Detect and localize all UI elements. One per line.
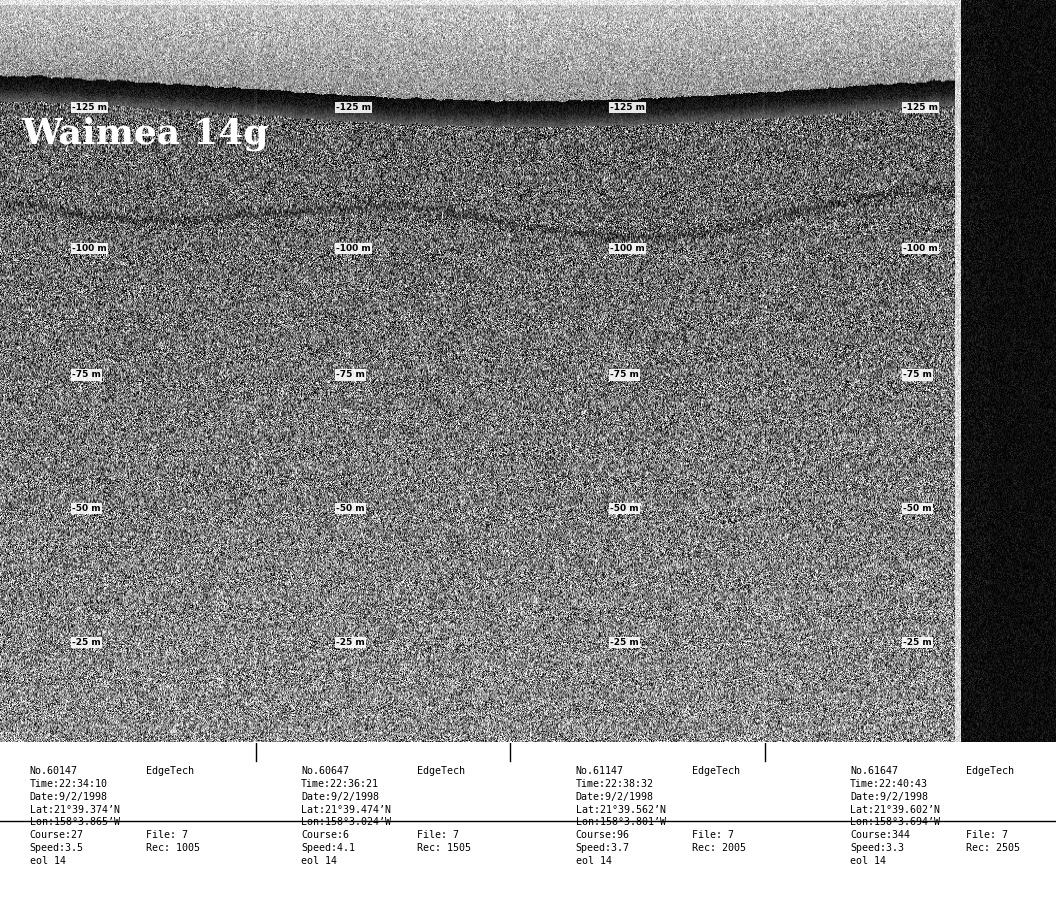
Text: -50 m: -50 m bbox=[903, 504, 931, 513]
Text: -25 m: -25 m bbox=[903, 638, 931, 647]
Text: -50 m: -50 m bbox=[72, 504, 100, 513]
Text: EdgeTech




File: 7
Rec: 2505: EdgeTech File: 7 Rec: 2505 bbox=[966, 766, 1020, 853]
Text: No.60647
Time:22:36:21
Date:9/2/1998
Lat:21°39.474’N
Lon:158°3.024’W
Course:6
Sp: No.60647 Time:22:36:21 Date:9/2/1998 Lat… bbox=[301, 766, 391, 866]
Text: -125 m: -125 m bbox=[610, 104, 645, 112]
Text: -50 m: -50 m bbox=[336, 504, 364, 513]
Text: -25 m: -25 m bbox=[336, 638, 364, 647]
Text: -75 m: -75 m bbox=[336, 371, 364, 380]
Text: -100 m: -100 m bbox=[72, 244, 107, 253]
Text: -75 m: -75 m bbox=[72, 371, 100, 380]
Text: -100 m: -100 m bbox=[903, 244, 938, 253]
Text: No.60147
Time:22:34:10
Date:9/2/1998
Lat:21°39.374’N
Lon:158°3.865’W
Course:27
S: No.60147 Time:22:34:10 Date:9/2/1998 Lat… bbox=[30, 766, 119, 866]
Text: -125 m: -125 m bbox=[72, 104, 107, 112]
Text: -100 m: -100 m bbox=[336, 244, 371, 253]
Text: No.61647
Time:22:40:43
Date:9/2/1998
Lat:21°39.602’N
Lon:158°3.694’W
Course:344
: No.61647 Time:22:40:43 Date:9/2/1998 Lat… bbox=[850, 766, 940, 866]
Text: -125 m: -125 m bbox=[336, 104, 371, 112]
Text: EdgeTech




File: 7
Rec: 1005: EdgeTech File: 7 Rec: 1005 bbox=[146, 766, 200, 853]
Text: -125 m: -125 m bbox=[903, 104, 938, 112]
Text: -75 m: -75 m bbox=[610, 371, 639, 380]
Text: -25 m: -25 m bbox=[610, 638, 639, 647]
Text: Waimea 14g: Waimea 14g bbox=[21, 116, 268, 151]
Text: -25 m: -25 m bbox=[72, 638, 100, 647]
Text: -75 m: -75 m bbox=[903, 371, 931, 380]
Text: -100 m: -100 m bbox=[610, 244, 645, 253]
Text: -50 m: -50 m bbox=[610, 504, 639, 513]
Text: No.61147
Time:22:38:32
Date:9/2/1998
Lat:21°39.562’N
Lon:158°3.801’W
Course:96
S: No.61147 Time:22:38:32 Date:9/2/1998 Lat… bbox=[576, 766, 665, 866]
Text: EdgeTech




File: 7
Rec: 2005: EdgeTech File: 7 Rec: 2005 bbox=[692, 766, 746, 853]
Text: EdgeTech




File: 7
Rec: 1505: EdgeTech File: 7 Rec: 1505 bbox=[417, 766, 471, 853]
